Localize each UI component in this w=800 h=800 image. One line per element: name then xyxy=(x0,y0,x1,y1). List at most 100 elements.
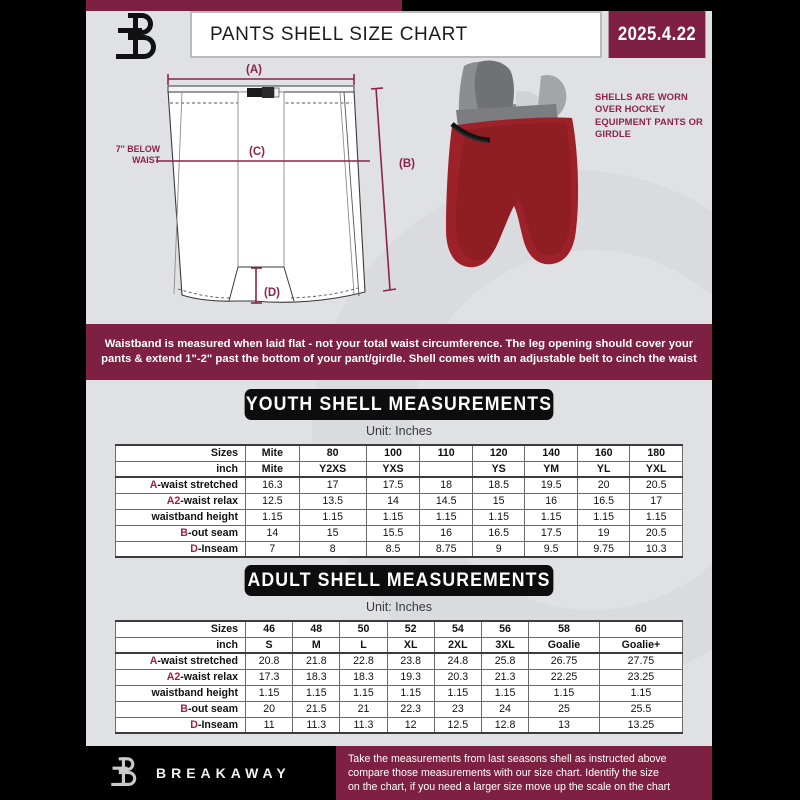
measure-marker: A xyxy=(149,655,158,668)
breakaway-b-logo-icon xyxy=(114,7,162,63)
table-cell: 56 xyxy=(480,620,530,638)
table-cell: 13.25 xyxy=(598,716,684,734)
header-logo xyxy=(86,11,190,59)
youth-unit-label: Unit: Inches xyxy=(365,424,432,438)
table-cell: 12.8 xyxy=(480,716,530,734)
table-cell: 12.5 xyxy=(433,716,482,734)
measure-marker: B xyxy=(180,527,188,539)
table-cell: 1.15 xyxy=(298,508,367,526)
row-label: inch xyxy=(115,460,246,478)
table-row: inch Mite Y2XS YXS YS YM YL YXL xyxy=(115,460,683,478)
table-cell: 21.3 xyxy=(480,668,530,686)
row-label: A-waist stretched xyxy=(115,476,246,494)
table-cell: Y2XS xyxy=(298,460,367,478)
table-row: waistband height 1.15 1.15 1.15 1.15 1.15 1.15… xyxy=(115,684,684,702)
table-cell: 1.15 xyxy=(598,684,684,702)
table-cell: 1.15 xyxy=(471,508,526,526)
table-cell: 22.8 xyxy=(339,652,388,670)
table-row: D-Inseam 7 8 8.5 8.75 9 9.5 9.75 10.3 xyxy=(115,540,683,558)
table-cell: 60 xyxy=(598,620,684,638)
breakaway-b-logo-icon xyxy=(110,753,140,794)
row-label: D-Inseam xyxy=(115,716,246,734)
table-cell: 20.5 xyxy=(629,476,683,494)
table-row: A2-waist relax 17.3 18.3 18.3 19.3 20.3 21.3 22… xyxy=(115,668,684,686)
table-cell: 25.5 xyxy=(598,700,684,718)
diagram-label-c: (C) xyxy=(249,146,265,158)
table-cell: 1.15 xyxy=(433,684,482,702)
page-footer: BREAKAWAY Take the measurements from las… xyxy=(86,746,712,800)
table-cell: YM xyxy=(524,460,578,478)
table-cell: 12.5 xyxy=(245,492,300,510)
table-cell: 14.5 xyxy=(419,492,473,510)
adult-unit-label: Unit: Inches xyxy=(365,600,432,614)
footer-line-1: Take the measurements from last seasons … xyxy=(348,752,667,765)
measure-marker: D xyxy=(190,718,198,731)
table-cell: Goalie xyxy=(528,636,600,654)
adult-size-table: Sizes 46 48 50 52 54 56 58 60 inch S M L XL 2XL 3XL Goal… xyxy=(115,620,684,734)
row-label: A-waist stretched xyxy=(115,652,246,670)
table-cell: 19.3 xyxy=(386,668,435,686)
table-cell: 9.75 xyxy=(576,540,631,558)
measure-marker: D xyxy=(190,542,198,555)
table-cell: 18.3 xyxy=(339,668,388,686)
table-cell: L xyxy=(339,636,388,654)
table-cell: 1.15 xyxy=(480,684,530,702)
table-cell: 1.15 xyxy=(524,508,578,526)
table-cell: 26.75 xyxy=(528,652,600,670)
table-cell: 9 xyxy=(471,540,526,558)
row-label: B-out seam xyxy=(115,700,246,718)
youth-size-table: Sizes Mite 80 100 110 120 140 160 180 inch Mite Y2X… xyxy=(115,444,683,558)
table-cell: 52 xyxy=(386,620,435,638)
table-cell: 14 xyxy=(245,524,300,542)
table-cell: 22.25 xyxy=(528,668,600,686)
table-cell: 1.15 xyxy=(419,508,473,526)
row-label: waistband height xyxy=(115,508,246,526)
page-header: PANTS SHELL SIZE CHART 2025.4.22 xyxy=(86,11,712,59)
top-strip-maroon xyxy=(86,0,402,11)
diagram-label-a: (A) xyxy=(246,64,262,76)
table-cell: 15.5 xyxy=(365,524,421,542)
table-cell: 12 xyxy=(386,716,435,734)
measure-marker: A2 xyxy=(166,671,181,683)
table-cell: YS xyxy=(471,460,526,478)
row-label: Sizes xyxy=(115,444,246,462)
row-label: Sizes xyxy=(115,620,246,638)
adult-section-title: ADULT SHELL MEASUREMENTS xyxy=(244,565,554,596)
table-cell: 100 xyxy=(365,444,421,462)
table-cell: 21.8 xyxy=(292,652,341,670)
table-cell: 46 xyxy=(244,620,294,638)
table-cell: 8.5 xyxy=(365,540,421,558)
table-cell: YXS xyxy=(365,460,421,478)
table-cell: 15 xyxy=(471,492,526,510)
size-chart-page: PANTS SHELL SIZE CHART 2025.4.22 xyxy=(86,0,712,800)
row-label: inch xyxy=(115,636,246,654)
table-cell: 20 xyxy=(576,476,631,494)
table-cell: 21.5 xyxy=(292,700,341,718)
below-waist-label-line2: WAIST xyxy=(132,155,160,165)
table-cell: 20.5 xyxy=(629,524,683,542)
table-cell: 16.5 xyxy=(576,492,631,510)
table-cell: 120 xyxy=(471,444,526,462)
table-cell: 17.3 xyxy=(244,668,294,686)
footer-line-3: on the chart, if you need a larger size … xyxy=(348,781,671,794)
diagram-label-d: (D) xyxy=(264,287,280,299)
table-cell: 16.5 xyxy=(471,524,526,542)
table-cell: 1.15 xyxy=(576,508,631,526)
table-cell: 11.3 xyxy=(292,716,341,734)
table-row: Sizes 46 48 50 52 54 56 58 60 xyxy=(115,620,684,638)
footer-instructions: Take the measurements from last seasons … xyxy=(336,746,712,800)
table-cell: 14 xyxy=(365,492,421,510)
table-cell: 160 xyxy=(576,444,631,462)
table-cell: 20 xyxy=(244,700,294,718)
table-cell: 17 xyxy=(629,492,683,510)
table-cell: Mite xyxy=(245,444,300,462)
table-cell: 25.8 xyxy=(480,652,530,670)
table-cell: 17.5 xyxy=(524,524,578,542)
table-cell: 16.3 xyxy=(245,476,300,494)
table-cell: 17.5 xyxy=(365,476,421,494)
table-cell: 27.75 xyxy=(598,652,684,670)
table-row: A2-waist relax 12.5 13.5 14 14.5 15 16 16.5 17 xyxy=(115,492,683,510)
table-row: B-out seam 14 15 15.5 16 16.5 17.5 19 20.5 xyxy=(115,524,683,542)
footer-brand-name: BREAKAWAY xyxy=(156,765,291,781)
table-cell: 2XL xyxy=(433,636,482,654)
